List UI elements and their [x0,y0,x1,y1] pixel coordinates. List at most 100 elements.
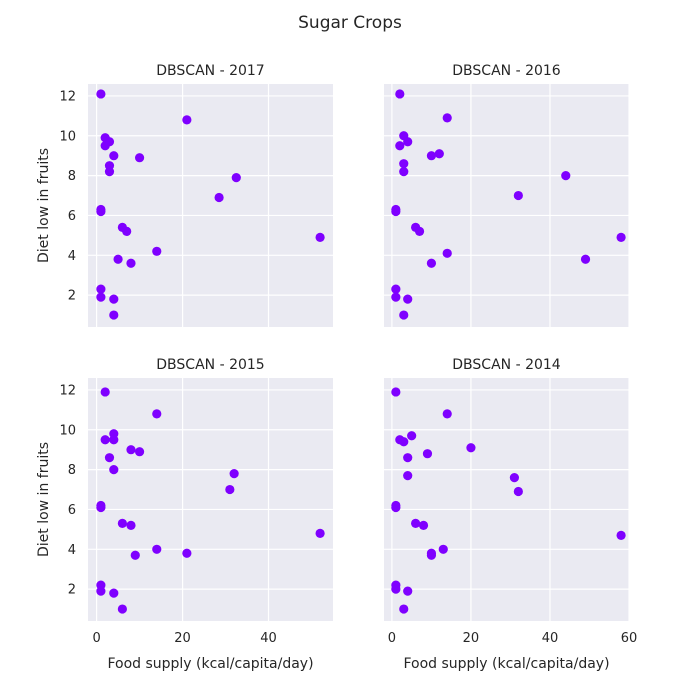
scatter-point [96,586,106,596]
scatter-point [109,588,119,598]
scatter-point [113,254,123,264]
scatter-point [442,113,452,123]
scatter-point [407,431,417,441]
scatter-panel-2: DBSCAN - 2015 2 4 6 8 10 12 0 20 40 Diet low in fr… [36,357,333,672]
scatter-point [561,171,571,181]
x-axis-label: Food supply (kcal/capita/day) [107,656,313,672]
scatter-point [391,387,401,397]
scatter-point [442,248,452,258]
scatter-point [96,292,106,302]
scatter-point [509,472,520,483]
x-tick-label: 0 [92,631,100,646]
scatter-panel-3: DBSCAN - 2014 0 20 40 60 Food supply (kcal/ca… [384,357,637,672]
scatter-point [109,151,119,161]
y-axis-label: Diet low in fruits [36,148,52,263]
scatter-point [391,206,401,217]
scatter-point [403,586,413,596]
panel-title: DBSCAN - 2015 [156,357,264,373]
scatter-point [426,151,437,161]
y-tick-label: 12 [59,89,76,104]
scatter-point [399,159,409,169]
plot-area [384,84,629,327]
plot-area [384,378,629,621]
scatter-point [96,206,106,217]
scatter-point [403,453,413,463]
y-tick-label: 12 [59,383,76,398]
scatter-point [616,232,626,242]
x-tick-label: 40 [260,631,277,646]
scatter-point [391,292,401,302]
scatter-point [580,254,591,264]
plot-area [88,84,333,327]
y-tick-label: 6 [68,209,76,224]
scatter-point [109,465,119,475]
scatter-point [152,246,162,256]
scatter-point [225,484,235,495]
x-tick-label: 60 [621,631,638,646]
y-tick-label: 8 [68,463,76,478]
x-tick-label: 20 [463,631,480,646]
scatter-point [130,550,140,560]
scatter-point [466,443,476,453]
scatter-point [126,258,136,268]
scatter-point [438,544,448,554]
scatter-point [399,437,409,447]
scatter-point [403,137,413,147]
scatter-point [152,544,162,554]
scatter-point [100,435,110,445]
scatter-point [391,584,401,594]
scatter-point [109,294,119,304]
y-tick-label: 10 [59,423,76,438]
scatter-point [403,294,413,304]
scatter-point [96,284,106,294]
scatter-point [126,445,136,455]
y-tick-label: 2 [68,583,76,598]
scatter-point [134,447,145,457]
scatter-point [231,173,241,183]
scatter-point [315,528,325,538]
scatter-point [513,486,523,497]
panel-title: DBSCAN - 2014 [452,357,561,373]
scatter-point [403,470,413,481]
y-tick-label: 4 [68,543,76,558]
scatter-point [182,548,192,558]
figure-title: Sugar Crops [298,13,402,33]
scatter-point [109,435,119,445]
y-axis-label: Diet low in fruits [36,442,52,557]
y-tick-label: 4 [68,249,76,264]
plot-area [88,378,333,621]
panel-title: DBSCAN - 2016 [452,63,561,79]
scatter-point [104,137,115,147]
scatter-point [96,89,106,99]
scatter-point [117,518,127,529]
scatter-point [152,409,162,419]
y-tick-label: 6 [68,503,76,518]
scatter-point [399,604,409,614]
scatter-point [96,502,106,513]
scatter-point [422,449,433,459]
scatter-point [395,89,405,99]
scatter-point [109,310,119,320]
scatter-point [399,310,409,320]
scatter-point [426,258,437,268]
x-axis-label: Food supply (kcal/capita/day) [403,656,609,672]
scatter-point [411,518,421,529]
scatter-panel-0: DBSCAN - 2017 2 4 6 8 10 12 Diet low in fruits [36,63,333,327]
scatter-point [100,387,110,397]
scatter-point [418,520,429,530]
scatter-panel-1: DBSCAN - 2016 [384,63,630,327]
scatter-point [104,453,115,463]
x-tick-label: 20 [174,631,191,646]
scatter-point [391,502,401,513]
scatter-point [391,284,401,294]
y-tick-label: 10 [59,129,76,144]
scatter-point [414,226,425,236]
scatter-point [182,115,192,125]
y-tick-label: 8 [68,169,76,184]
scatter-point [134,153,145,163]
x-tick-label: 40 [542,631,559,646]
scatter-point [395,141,405,151]
y-tick-label: 2 [68,289,76,304]
scatter-point [434,149,444,159]
